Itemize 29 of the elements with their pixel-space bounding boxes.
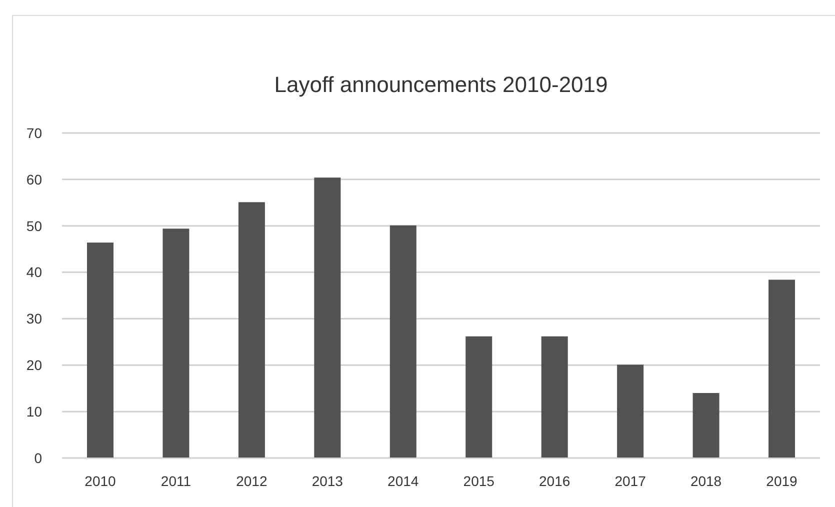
x-tick-label: 2012 [236,473,268,489]
bar [86,242,114,458]
chart-title: Layoff announcements 2010-2019 [274,72,608,97]
x-tick-label: 2018 [690,473,722,489]
y-tick-label: 30 [26,310,42,327]
y-tick-label: 0 [34,450,42,466]
x-tick-label: 2015 [463,473,495,489]
y-tick-label: 10 [26,403,42,420]
y-tick-label: 20 [26,357,42,374]
x-tick-label: 2011 [160,473,192,489]
x-tick-label: 2010 [84,473,116,489]
bar [617,364,644,458]
y-tick-label: 40 [26,264,42,280]
bar [466,336,492,458]
x-tick-label: 2014 [388,473,419,489]
bar [314,178,341,458]
y-tick-label: 70 [26,124,42,141]
bar [768,280,796,458]
bar [162,228,190,458]
bar [692,393,720,458]
y-tick-label: 50 [26,218,42,234]
x-tick-label: 2017 [614,473,646,489]
bar [238,202,265,458]
y-tick-label: 60 [26,171,42,188]
x-tick-label: 2016 [539,473,570,489]
x-tick-label: 2013 [312,473,344,489]
bar [390,225,416,458]
x-tick-label: 2019 [766,473,798,489]
bar [541,336,568,458]
